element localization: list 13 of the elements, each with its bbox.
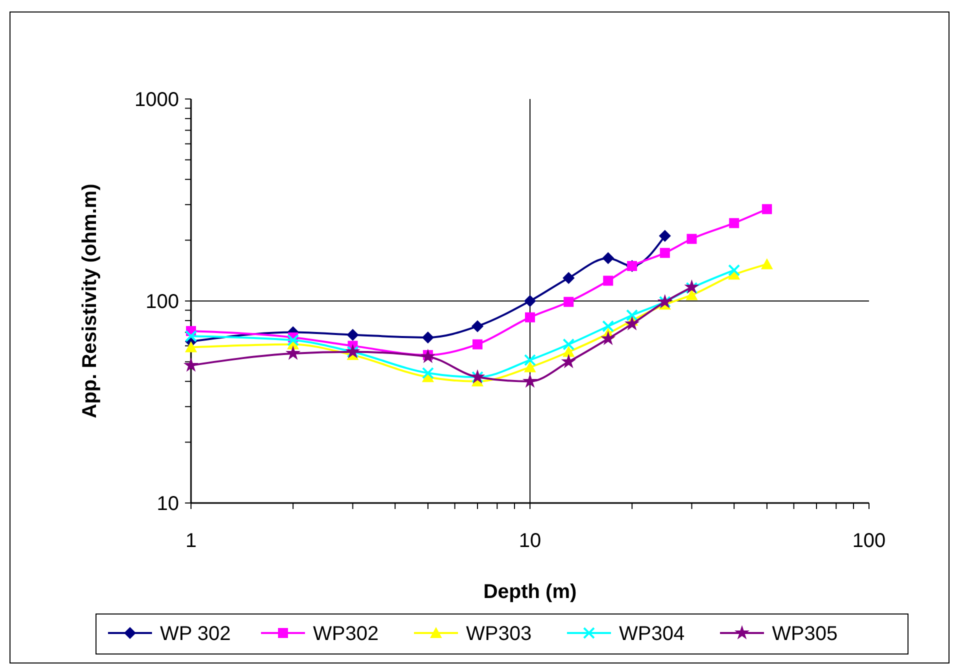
legend-label: WP303 [466, 623, 532, 645]
y-axis-title: App. Resistivity (ohm.m) [79, 184, 101, 418]
y-tick-label: 10 [156, 493, 179, 515]
y-tick-label: 100 [146, 291, 179, 313]
legend-label: WP304 [619, 623, 685, 645]
x-tick-label: 10 [518, 530, 542, 552]
y-tick-label: 1000 [134, 89, 179, 111]
legend-label: WP 302 [160, 623, 231, 645]
x-tick-label: 100 [852, 530, 886, 552]
x-axis-title: Depth (m) [483, 581, 577, 603]
x-tick-label: 1 [185, 530, 197, 552]
legend-label: WP305 [772, 623, 838, 645]
legend-label: WP302 [313, 623, 379, 645]
